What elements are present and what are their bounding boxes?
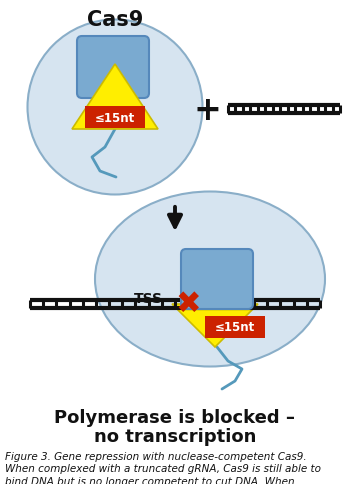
Ellipse shape	[28, 20, 203, 195]
Text: Cas9: Cas9	[87, 10, 143, 30]
Text: Polymerase is blocked –: Polymerase is blocked –	[55, 408, 295, 426]
Polygon shape	[72, 65, 158, 130]
Polygon shape	[172, 304, 258, 348]
Text: +: +	[193, 93, 221, 126]
Text: no transcription: no transcription	[94, 427, 256, 445]
Text: ≤15nt: ≤15nt	[95, 111, 135, 124]
FancyBboxPatch shape	[181, 249, 253, 309]
FancyBboxPatch shape	[205, 317, 265, 338]
FancyBboxPatch shape	[77, 37, 149, 99]
Ellipse shape	[95, 192, 325, 367]
Text: Figure 3. Gene repression with nuclease-competent Cas9.
When complexed with a tr: Figure 3. Gene repression with nuclease-…	[5, 451, 323, 484]
Text: TSS: TSS	[133, 291, 162, 305]
Text: ≤15nt: ≤15nt	[215, 321, 255, 334]
FancyBboxPatch shape	[85, 107, 145, 129]
Text: ✖: ✖	[175, 289, 201, 318]
